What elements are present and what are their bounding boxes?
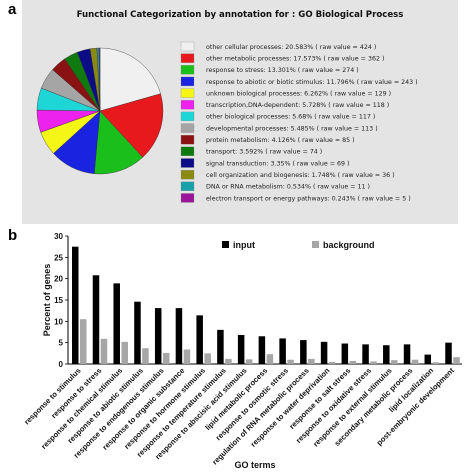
- pie-chart: [36, 47, 164, 175]
- bar-background: [142, 348, 149, 364]
- y-tick-label: 5: [59, 339, 64, 348]
- bar-input: [237, 334, 245, 364]
- bar-input: [362, 344, 369, 364]
- bar-background: [411, 359, 419, 364]
- bar-input: [154, 308, 162, 364]
- bar-input: [113, 283, 120, 364]
- panel-b-letter: b: [8, 227, 17, 244]
- bar-background: [370, 361, 377, 364]
- bar-input: [175, 308, 183, 364]
- bar-legend-label: background: [323, 240, 375, 250]
- bar-legend-label: input: [233, 240, 255, 250]
- legend-swatch: [180, 76, 195, 87]
- y-tick-label: 30: [54, 232, 63, 241]
- legend-label: other cellular processes: 20.583% ( raw …: [206, 44, 376, 51]
- bar-background: [453, 357, 460, 364]
- legend-swatch: [180, 135, 195, 145]
- legend-label: unknown biological processes: 6.262% ( r…: [206, 90, 391, 97]
- bar-input: [445, 342, 452, 364]
- legend-swatch: [180, 146, 195, 157]
- bar-marks: [72, 246, 460, 364]
- bar-input: [320, 341, 328, 364]
- bar-background: [121, 341, 128, 364]
- legend-label: response to abiotic or biotic stimulus: …: [206, 79, 418, 86]
- bar-input: [258, 336, 266, 364]
- bar-background: [349, 361, 357, 364]
- bar-legend-swatch: [312, 241, 319, 248]
- legend-swatch: [180, 123, 195, 133]
- legend-swatch: [180, 65, 195, 75]
- x-axis-title: GO terms: [234, 460, 275, 470]
- bar-input: [279, 338, 286, 364]
- bar-background: [391, 360, 398, 364]
- y-tick-label: 20: [54, 275, 63, 284]
- bar-input: [424, 354, 432, 364]
- legend-label: developmental processes: 5.485% ( raw va…: [206, 125, 378, 132]
- bar-background: [266, 354, 274, 364]
- legend-swatch: [180, 158, 195, 168]
- bar-input: [72, 246, 79, 364]
- bar-background: [245, 359, 253, 364]
- legend-swatch: [180, 193, 195, 203]
- y-tick-label: 10: [54, 317, 63, 326]
- bar-input: [196, 315, 203, 364]
- pie-legend: other cellular processes: 20.583% ( raw …: [180, 41, 418, 203]
- legend-swatch: [180, 53, 195, 63]
- pie-slice: [99, 93, 164, 158]
- bar-background: [308, 358, 315, 364]
- bar-input: [383, 345, 390, 364]
- legend-label: other metabolic processes: 17.573% ( raw…: [206, 55, 384, 62]
- legend-swatch: [180, 169, 195, 180]
- legend-swatch: [180, 111, 195, 122]
- legend-swatch: [180, 41, 195, 52]
- bar-background: [100, 338, 108, 364]
- legend-label: transcription,DNA-dependent: 5.728% ( ra…: [206, 102, 389, 109]
- bar-background: [80, 319, 87, 364]
- legend-label: response to stress: 13.301% ( raw value …: [206, 67, 359, 74]
- pie-slice: [99, 47, 161, 112]
- bar-input: [92, 275, 100, 364]
- legend-label: other biological processes: 5.68% ( raw …: [206, 114, 375, 121]
- legend-label: DNA or RNA metabolism: 0.534% ( raw valu…: [206, 184, 370, 191]
- y-tick-label: 25: [54, 253, 63, 262]
- bar-background: [287, 359, 294, 364]
- bar-background: [183, 349, 191, 364]
- legend-label: cell organization and biogenesis: 1.748%…: [206, 172, 395, 179]
- pie-title: Functional Categorization by annotation …: [77, 10, 404, 20]
- legend-label: protein metabolism: 4.126% ( raw value =…: [206, 137, 355, 144]
- y-tick-label: 15: [54, 296, 63, 305]
- legend-swatch: [180, 88, 195, 98]
- bar-background: [162, 352, 170, 364]
- legend-label: electron transport or energy pathways: 0…: [206, 195, 411, 202]
- y-axis-title: Percent of genes: [42, 264, 52, 337]
- y-tick-label: 0: [59, 360, 64, 369]
- bar-legend-swatch: [222, 241, 229, 248]
- pie-slice: [98, 47, 101, 112]
- bar-input: [300, 340, 307, 364]
- bar-legend: input background: [222, 240, 375, 250]
- bar-background: [225, 358, 232, 364]
- bar-input: [403, 344, 411, 364]
- bar-background: [328, 361, 336, 364]
- bar-input: [341, 343, 349, 364]
- legend-label: transport: 3.592% ( raw value = 74 ): [206, 149, 322, 156]
- bar-background: [432, 362, 440, 364]
- bar-input: [217, 329, 224, 364]
- legend-swatch: [180, 100, 195, 110]
- bar-chart: 0 5 10 15 20 25 30 response to stimulusrespons…: [22, 232, 462, 470]
- legend-swatch: [180, 181, 195, 191]
- panel-a-letter: a: [8, 1, 17, 18]
- bar-input: [134, 301, 141, 364]
- legend-label: signal transduction: 3.35% ( raw value =…: [206, 160, 349, 167]
- bar-background: [204, 353, 211, 364]
